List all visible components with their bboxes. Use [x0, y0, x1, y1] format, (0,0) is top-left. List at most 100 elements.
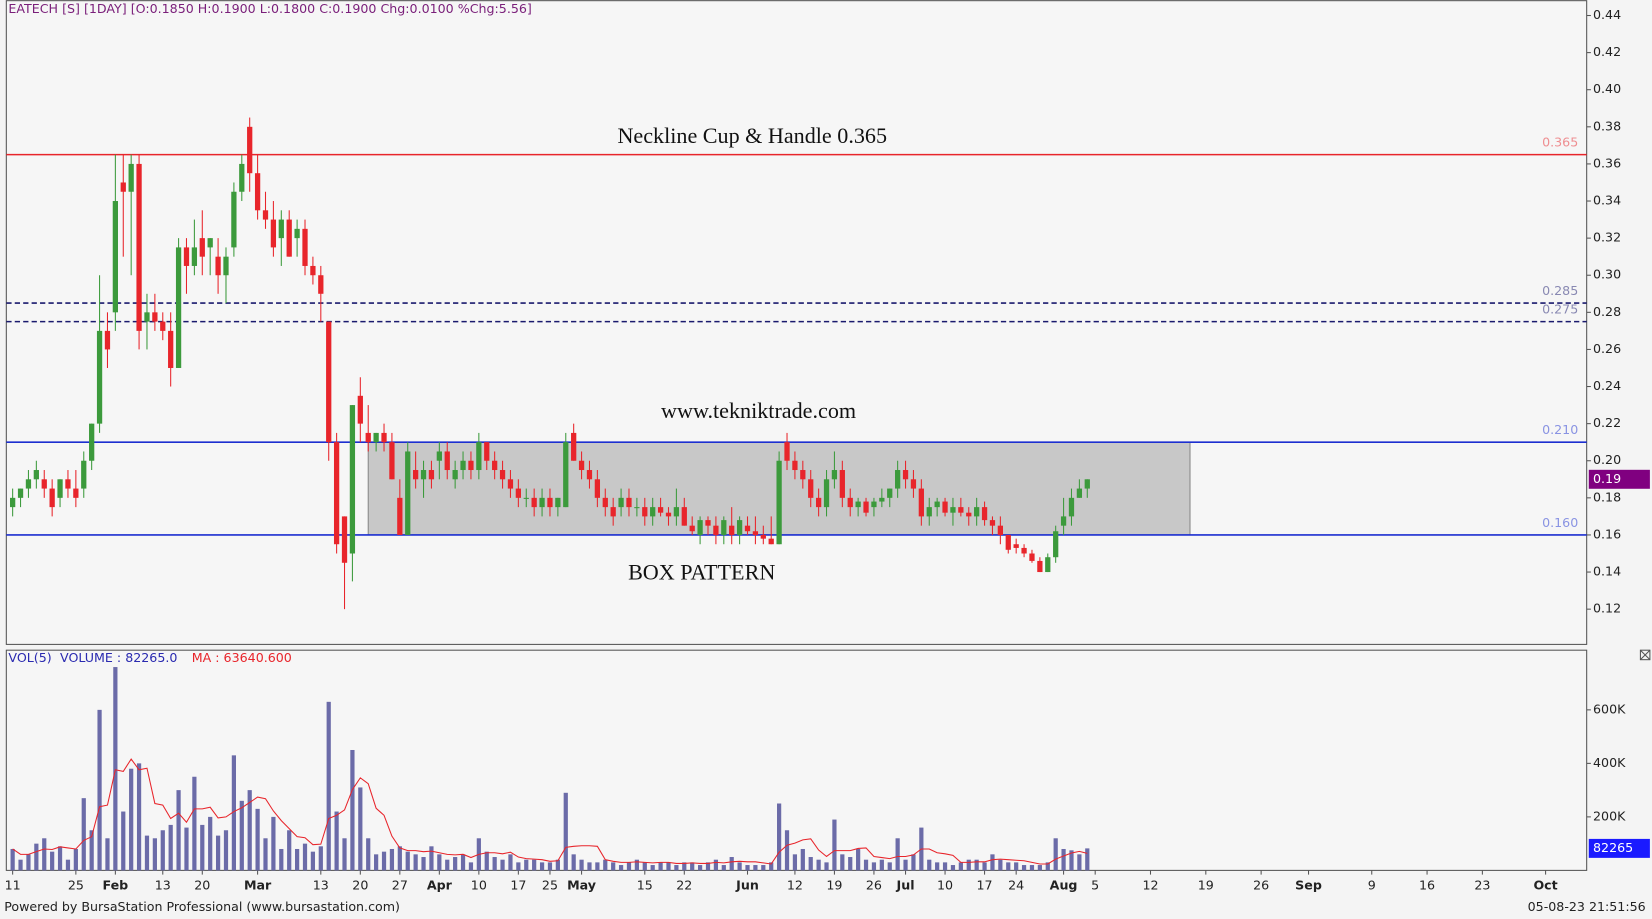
candle-body — [997, 525, 1003, 535]
candle-body — [136, 163, 142, 331]
volume-bar — [239, 800, 244, 871]
volume-bar — [705, 862, 711, 871]
volume-bar — [215, 835, 221, 871]
volume-bar — [89, 830, 94, 871]
volume-bar — [982, 862, 987, 871]
close-icon[interactable] — [1639, 649, 1651, 661]
candle-body — [507, 479, 514, 489]
candle-body — [270, 219, 277, 248]
candle-body — [302, 228, 308, 266]
x-tick-label: 25 — [542, 878, 558, 893]
volume-bar — [468, 862, 474, 871]
x-tick-label: 20 — [352, 878, 368, 893]
candle-body — [333, 442, 340, 545]
volume-bar — [697, 865, 703, 871]
level-label: 0.160 — [1542, 515, 1578, 530]
candle-body — [405, 451, 411, 535]
volume-bar — [1037, 865, 1042, 871]
level-label: 0.285 — [1542, 283, 1578, 298]
y-tick-label: 0.36 — [1593, 155, 1621, 170]
y-tick-label: 0.32 — [1593, 230, 1621, 245]
volume-panel — [5, 649, 1588, 871]
candle-body — [1068, 497, 1075, 517]
volume-bar — [911, 854, 916, 871]
candle-body — [523, 497, 529, 499]
y-tick-label: 0.22 — [1593, 415, 1621, 430]
volume-bar — [642, 862, 647, 871]
volume-bar — [42, 838, 47, 871]
candle-body — [578, 460, 585, 471]
volume-bar — [389, 848, 395, 871]
volume-bar — [682, 862, 687, 871]
candle-body — [326, 321, 332, 443]
candle-body — [357, 395, 363, 424]
x-tick-label: Apr — [427, 878, 453, 893]
volume-bar — [539, 862, 545, 871]
x-tick-label: 12 — [787, 878, 803, 893]
last-volume-tag — [1588, 838, 1650, 858]
candle-body — [871, 501, 877, 508]
level-label: 0.275 — [1542, 302, 1578, 317]
y-tick-label: 0.30 — [1593, 267, 1621, 282]
volume-bar — [595, 862, 600, 871]
volume-bar — [824, 862, 829, 871]
volume-bar — [690, 862, 695, 871]
x-tick-label: 13 — [313, 878, 329, 893]
candle-body — [863, 501, 869, 513]
price-header: EATECH [S] [1DAY] [O:0.1850 H:0.1900 L:0… — [8, 1, 531, 16]
x-tick-label: 17 — [510, 878, 526, 893]
volume-bar — [753, 865, 758, 871]
candle-body — [950, 507, 956, 513]
candle-body — [484, 442, 490, 461]
y-tick-label: 0.38 — [1593, 118, 1621, 133]
candle-body — [831, 470, 838, 480]
candle-body — [808, 479, 814, 498]
legend-ma: MA : 63640.600 — [192, 650, 292, 665]
last-price-tag — [1588, 469, 1650, 489]
candle-body — [847, 497, 853, 508]
volume-bar — [998, 859, 1003, 871]
volume-bar — [105, 838, 110, 871]
volume-bar — [223, 830, 229, 871]
candle-body — [397, 497, 403, 535]
candle-body — [981, 507, 988, 521]
volume-bar — [176, 790, 181, 871]
last-price-label: 0.19 — [1593, 471, 1621, 486]
legend-volume: VOLUME : 82265.0 — [60, 650, 177, 665]
volume-bar — [1045, 862, 1050, 871]
volume-bar — [942, 862, 948, 871]
volume-bar — [532, 859, 537, 871]
volume-bar — [168, 824, 173, 871]
candle-body — [191, 247, 198, 266]
candle-body — [10, 497, 16, 508]
candle-body — [183, 247, 190, 266]
candle-body — [460, 460, 466, 471]
candle-body — [626, 497, 632, 508]
candle-body — [515, 488, 521, 498]
y-tick-label: 0.20 — [1593, 452, 1621, 467]
x-tick-label: 25 — [68, 878, 84, 893]
volume-bar — [792, 854, 798, 871]
footer-left: Powered by BursaStation Professional (ww… — [4, 899, 400, 914]
x-tick-label: 27 — [392, 878, 408, 893]
volume-bar — [18, 859, 23, 871]
volume-bar — [935, 862, 940, 871]
volume-bar — [603, 859, 608, 871]
volume-bar — [50, 851, 55, 871]
x-tick-label: 10 — [937, 878, 953, 893]
candle-body — [349, 405, 356, 554]
volume-bar — [484, 851, 489, 871]
candle-body — [642, 507, 648, 517]
volume-bar — [618, 865, 624, 871]
candle-body — [721, 520, 727, 535]
candle-body — [547, 497, 553, 508]
volume-bar — [342, 838, 347, 871]
candle-body — [934, 501, 940, 508]
y-tick-label: 0.16 — [1593, 526, 1621, 541]
y-tick-label: 200K — [1593, 808, 1626, 823]
candle-body — [974, 507, 980, 517]
volume-bar — [650, 865, 655, 871]
volume-bar — [571, 854, 576, 871]
candle-body — [729, 525, 735, 535]
candle-body — [499, 470, 506, 480]
